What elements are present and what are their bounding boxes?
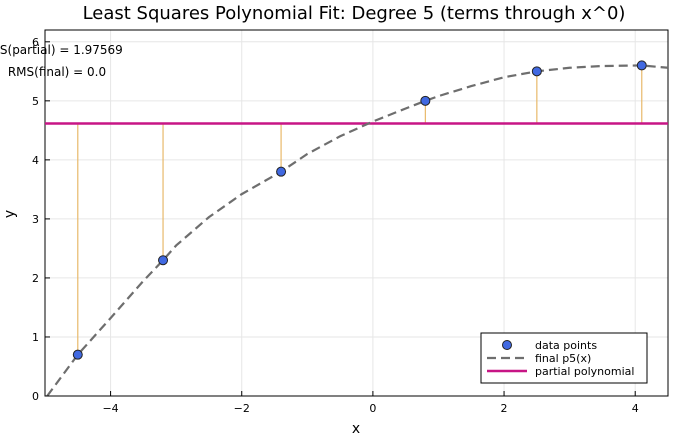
final-fit-path [46, 64, 669, 397]
x-tick-label: −4 [102, 402, 118, 415]
data-points [72, 60, 647, 360]
y-tick-label: 0 [32, 390, 39, 403]
rms-final-annotation: RMS(final) = 0.0 [8, 65, 106, 79]
y-tick-label: 5 [32, 95, 39, 108]
y-tick-label: 4 [32, 154, 39, 167]
data-point [420, 95, 431, 106]
y-tick-label: 1 [32, 331, 39, 344]
data-point [531, 66, 542, 77]
x-tick-label: −2 [234, 402, 250, 415]
legend-label: partial polynomial [535, 365, 634, 378]
residual-lines [77, 65, 643, 355]
data-point [636, 60, 647, 71]
x-ticks: −4 −2 0 2 4 [102, 391, 639, 415]
x-tick-label: 0 [369, 402, 376, 415]
legend-label: final p5(x) [535, 352, 591, 365]
y-tick-label: 6 [32, 36, 39, 49]
plot-border [44, 29, 669, 397]
data-point [158, 255, 169, 266]
data-point [276, 166, 287, 177]
final-fit-line [46, 64, 669, 397]
x-tick-label: 2 [501, 402, 508, 415]
y-axis-label: y [2, 210, 18, 218]
x-tick-label: 4 [632, 402, 639, 415]
data-point [72, 349, 83, 360]
legend-label: data points [535, 339, 597, 352]
legend-marker-data-points [502, 340, 512, 350]
chart-title: Least Squares Polynomial Fit: Degree 5 (… [83, 3, 626, 24]
x-axis-label: x [352, 421, 360, 437]
y-ticks: 0 1 2 3 4 5 6 [32, 36, 50, 403]
y-tick-label: 2 [32, 272, 39, 285]
y-tick-label: 3 [32, 213, 39, 226]
rms-partial-annotation: RMS(partial) = 1.97569 [0, 43, 123, 57]
plot-frame [44, 29, 669, 397]
